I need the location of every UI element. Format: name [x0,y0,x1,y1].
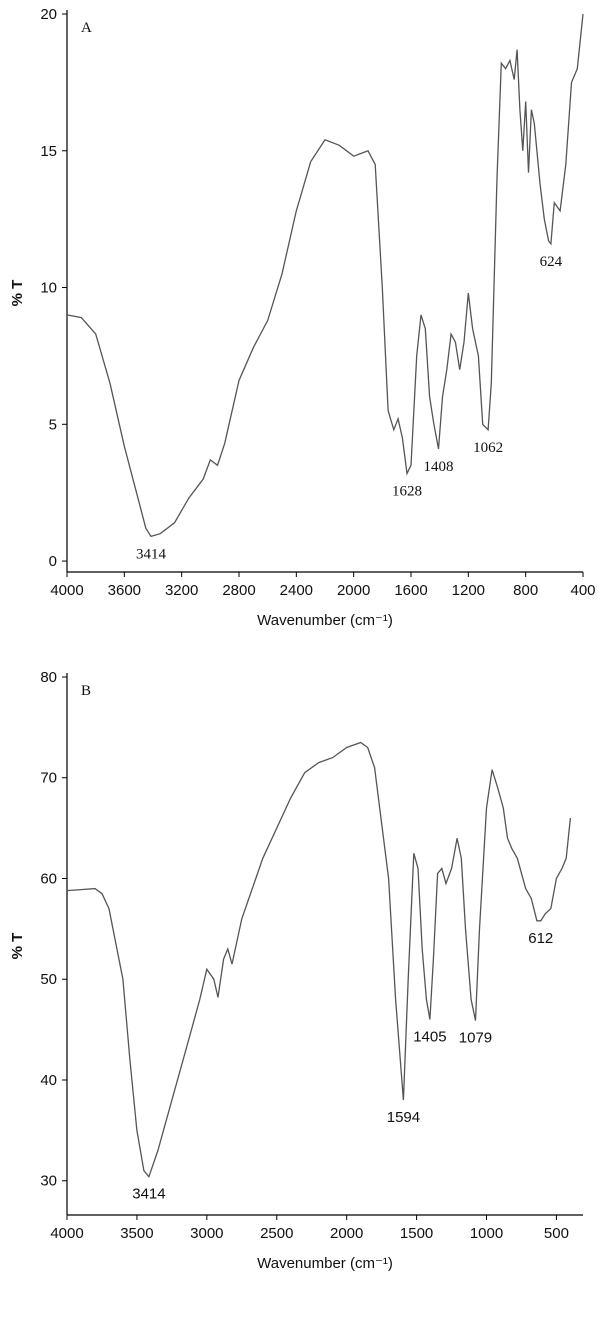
x-tick-label: 2000 [337,582,370,599]
peak-label: 1594 [387,1109,420,1126]
peak-label: 1079 [459,1030,492,1047]
x-tick-label: 4000 [50,582,83,599]
y-tick-label: 15 [40,143,57,160]
x-tick-label: 400 [570,582,595,599]
spectrum-line [66,741,572,1179]
peak-label: 1408 [424,459,454,475]
x-tick-label: 2000 [330,1225,363,1242]
x-tick-label: 1500 [400,1225,433,1242]
peak-label: 3414 [136,546,167,562]
peak-label: 624 [540,254,563,270]
peak-label: 3414 [132,1186,165,1203]
y-tick-label: 80 [40,669,57,686]
x-tick-label: 2400 [280,582,313,599]
x-tick-label: 2800 [222,582,255,599]
y-tick-label: 60 [40,870,57,887]
x-tick-label: 500 [544,1225,569,1242]
y-tick-label: 0 [49,553,57,570]
peak-label: 1062 [473,440,503,456]
panel-label: A [81,20,92,36]
y-tick-label: 20 [40,6,57,23]
x-tick-label: 1600 [394,582,427,599]
x-tick-label: 1200 [452,582,485,599]
y-tick-label: 10 [40,280,57,297]
spectrum-line [66,13,584,538]
peak-label: 1628 [392,484,422,500]
x-axis-title: Wavenumber (cm⁻¹) [257,612,393,629]
y-tick-label: 70 [40,770,57,787]
y-tick-label: 50 [40,971,57,988]
x-tick-label: 3500 [120,1225,153,1242]
y-tick-label: 30 [40,1173,57,1190]
y-tick-label: 40 [40,1072,57,1089]
x-axis-title: Wavenumber (cm⁻¹) [257,1255,393,1272]
x-tick-label: 4000 [50,1225,83,1242]
x-tick-label: 1000 [470,1225,503,1242]
y-tick-label: 5 [49,416,57,433]
x-tick-label: 800 [513,582,538,599]
peak-label: 612 [528,930,553,947]
x-tick-label: 3200 [165,582,198,599]
peak-label: 1405 [413,1029,446,1046]
x-tick-label: 3000 [190,1225,223,1242]
x-tick-label: 2500 [260,1225,293,1242]
x-tick-label: 3600 [108,582,141,599]
panel-label: B [81,683,91,699]
y-axis-title: % T [9,280,26,307]
y-axis-title: % T [9,933,26,960]
